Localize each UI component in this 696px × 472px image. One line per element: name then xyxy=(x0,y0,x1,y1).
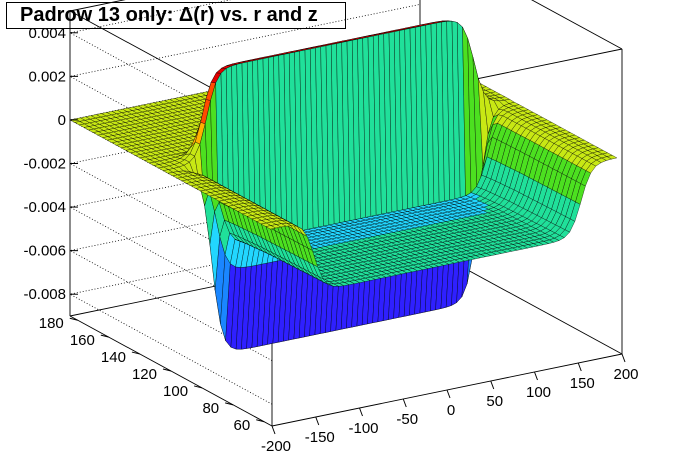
z-tick-label: 100 xyxy=(526,384,551,401)
r-tick-label: 120 xyxy=(132,366,157,383)
z-tick-label: 50 xyxy=(486,393,503,410)
box-edge xyxy=(69,0,126,12)
z-tick xyxy=(621,353,626,363)
z-tick xyxy=(490,380,495,390)
surface-cell xyxy=(606,155,618,160)
chart-title: Padrow 13 only: Δ(r) vs. r and z xyxy=(6,2,346,29)
r-tick-label: 160 xyxy=(70,332,95,349)
value-tick-label: 0.002 xyxy=(28,68,66,85)
r-tick-label: 140 xyxy=(101,349,126,366)
z-tick-label: -200 xyxy=(261,438,291,455)
box-edge xyxy=(531,0,623,50)
r-axis: 60 80 100 120 140 160 180 xyxy=(39,315,265,434)
r-tick xyxy=(193,385,203,389)
value-tick-label: 0 xyxy=(58,112,66,129)
value-tick-label: -0.004 xyxy=(23,199,66,216)
value-tick-label: -0.008 xyxy=(23,286,66,303)
gridline xyxy=(68,4,421,187)
z-axis: -200 -150 -100 -50 0 50 100 150 200 xyxy=(261,353,639,455)
z-tick xyxy=(534,371,538,381)
value-tick-label: -0.006 xyxy=(23,243,66,260)
z-tick-label: 0 xyxy=(447,402,455,419)
r-tick-label: 80 xyxy=(202,400,219,417)
z-tick xyxy=(271,425,276,435)
z-tick-label: -150 xyxy=(305,429,335,446)
r-tick xyxy=(256,419,265,423)
value-tick-label: 0.004 xyxy=(28,25,66,42)
r-tick xyxy=(69,317,78,321)
r-tick xyxy=(225,402,234,406)
z-tick xyxy=(577,362,582,372)
r-tick-label: 180 xyxy=(39,315,64,332)
r-tick xyxy=(131,351,141,355)
surface xyxy=(69,20,618,350)
r-tick xyxy=(100,334,109,338)
z-tick xyxy=(315,416,320,426)
value-axis: -0.008 -0.006 -0.004 -0.002 0 0.002 0.004 xyxy=(23,25,78,303)
r-tick xyxy=(162,368,172,372)
z-tick xyxy=(402,398,407,408)
z-tick-label: -100 xyxy=(348,420,378,437)
z-tick xyxy=(359,407,363,417)
r-tick-label: 100 xyxy=(163,383,188,400)
z-tick-label: -50 xyxy=(396,411,418,428)
z-tick-label: 200 xyxy=(613,366,638,383)
z-tick xyxy=(446,389,451,399)
value-tick-label: -0.002 xyxy=(23,156,66,173)
r-tick-label: 60 xyxy=(234,417,251,434)
z-tick-label: 150 xyxy=(570,375,595,392)
